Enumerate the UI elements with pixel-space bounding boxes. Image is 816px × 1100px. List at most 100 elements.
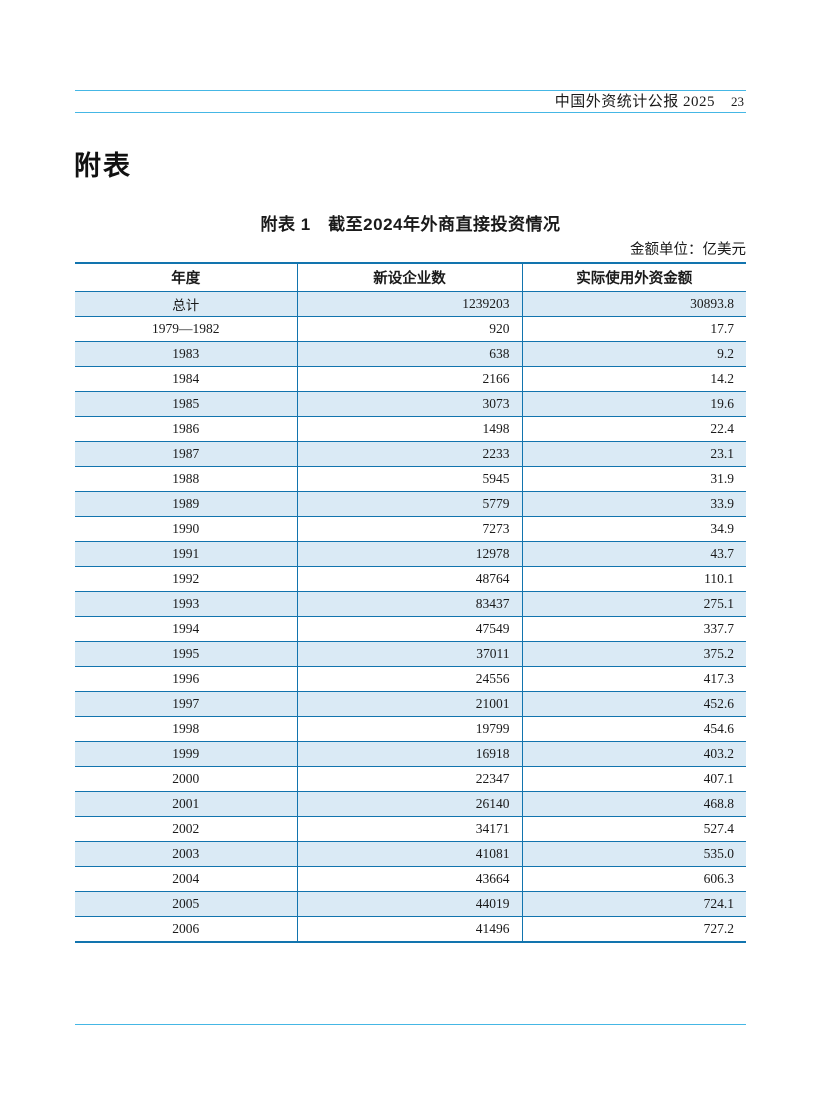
amount-cell: 337.7 [522,616,746,642]
enterprises-cell: 47549 [297,616,523,642]
table-caption: 附表 1 截至2024年外商直接投资情况 [260,215,561,234]
amount-cell: 22.4 [522,416,746,442]
year-cell: 2003 [75,841,298,867]
enterprises-cell: 37011 [297,641,523,667]
enterprises-cell: 1239203 [297,291,523,317]
table-row: 2001 26140 468.8 [75,791,746,817]
amount-cell: 34.9 [522,516,746,542]
enterprises-cell: 48764 [297,566,523,592]
enterprises-cell: 21001 [297,691,523,717]
year-cell: 2000 [75,766,298,792]
table-row: 1995 37011 375.2 [75,641,746,667]
year-cell: 1999 [75,741,298,767]
table-row: 1983 638 9.2 [75,341,746,367]
column-header-amount: 实际使用外资金额 [522,262,746,292]
year-cell: 1984 [75,366,298,392]
table-row: 1984 2166 14.2 [75,366,746,392]
table-row: 1998 19799 454.6 [75,716,746,742]
fdi-table: 年度 新设企业数 实际使用外资金额 总计 1239203 30893.8 1979—1… [75,262,746,943]
table-row: 1993 83437 275.1 [75,591,746,617]
enterprises-cell: 7273 [297,516,523,542]
table-row: 1987 2233 23.1 [75,441,746,467]
amount-cell: 606.3 [522,866,746,892]
year-cell: 1998 [75,716,298,742]
year-cell: 1985 [75,391,298,417]
year-cell: 1983 [75,341,298,367]
amount-cell: 407.1 [522,766,746,792]
enterprises-cell: 44019 [297,891,523,917]
column-header-enterprises: 新设企业数 [297,262,523,292]
amount-cell: 454.6 [522,716,746,742]
amount-cell: 31.9 [522,466,746,492]
table-row: 1990 7273 34.9 [75,516,746,542]
table-row: 2000 22347 407.1 [75,766,746,792]
amount-cell: 727.2 [522,916,746,943]
amount-cell: 30893.8 [522,291,746,317]
year-cell: 1991 [75,541,298,567]
year-cell: 1993 [75,591,298,617]
table-row: 1992 48764 110.1 [75,566,746,592]
column-header-year: 年度 [75,262,298,292]
table-row: 1989 5779 33.9 [75,491,746,517]
enterprises-cell: 41496 [297,916,523,943]
year-cell: 1988 [75,466,298,492]
amount-cell: 33.9 [522,491,746,517]
year-cell: 1989 [75,491,298,517]
footer-rule [75,1024,746,1025]
enterprises-cell: 19799 [297,716,523,742]
table-row: 1999 16918 403.2 [75,741,746,767]
table-row: 总计 1239203 30893.8 [75,291,746,317]
table-row: 1985 3073 19.6 [75,391,746,417]
enterprises-cell: 43664 [297,866,523,892]
enterprises-cell: 12978 [297,541,523,567]
enterprises-cell: 5945 [297,466,523,492]
amount-cell: 375.2 [522,641,746,667]
year-cell: 1996 [75,666,298,692]
table-row: 1988 5945 31.9 [75,466,746,492]
year-cell: 2001 [75,791,298,817]
year-cell: 1990 [75,516,298,542]
enterprises-cell: 34171 [297,816,523,842]
table-row: 2005 44019 724.1 [75,891,746,917]
year-cell: 2002 [75,816,298,842]
amount-cell: 19.6 [522,391,746,417]
amount-cell: 452.6 [522,691,746,717]
table-row: 2002 34171 527.4 [75,816,746,842]
amount-cell: 17.7 [522,316,746,342]
table-row: 2006 41496 727.2 [75,916,746,943]
table-header-row: 年度 新设企业数 实际使用外资金额 [75,262,746,292]
enterprises-cell: 5779 [297,491,523,517]
table-body: 总计 1239203 30893.8 1979—1982 920 17.7 1983 638 9… [75,291,746,943]
amount-cell: 110.1 [522,566,746,592]
year-cell: 1979—1982 [75,316,298,342]
enterprises-cell: 24556 [297,666,523,692]
amount-cell: 724.1 [522,891,746,917]
year-cell: 2004 [75,866,298,892]
table-row: 1996 24556 417.3 [75,666,746,692]
amount-cell: 417.3 [522,666,746,692]
unit-note: 金额单位：亿美元 [630,242,746,258]
amount-cell: 275.1 [522,591,746,617]
enterprises-cell: 920 [297,316,523,342]
enterprises-cell: 83437 [297,591,523,617]
year-cell: 1997 [75,691,298,717]
enterprises-cell: 3073 [297,391,523,417]
table-row: 1997 21001 452.6 [75,691,746,717]
enterprises-cell: 16918 [297,741,523,767]
table-row: 1994 47549 337.7 [75,616,746,642]
page-number: 23 [731,94,744,109]
enterprises-cell: 1498 [297,416,523,442]
enterprises-cell: 2166 [297,366,523,392]
amount-cell: 23.1 [522,441,746,467]
year-cell: 1987 [75,441,298,467]
publication-title: 中国外资统计公报 2025 [554,94,715,110]
year-cell: 1986 [75,416,298,442]
amount-cell: 403.2 [522,741,746,767]
page-header: 中国外资统计公报 2025 23 [75,90,746,113]
amount-cell: 535.0 [522,841,746,867]
enterprises-cell: 41081 [297,841,523,867]
section-title: 附表 [74,151,132,181]
year-cell: 总计 [75,291,298,317]
year-cell: 2005 [75,891,298,917]
